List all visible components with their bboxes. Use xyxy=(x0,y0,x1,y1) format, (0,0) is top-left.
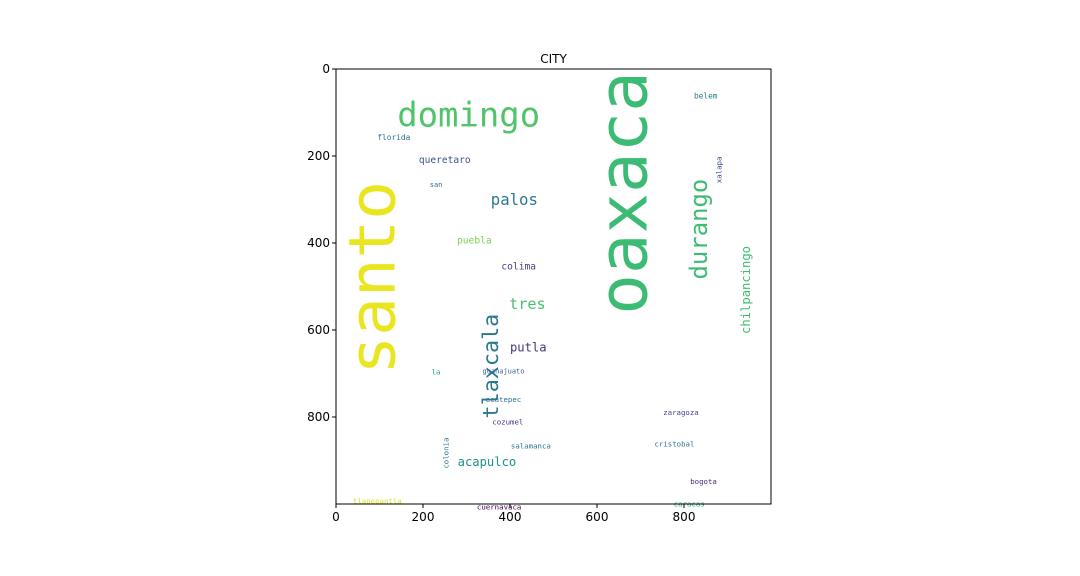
word-putla: putla xyxy=(510,340,547,354)
word-domingo: domingo xyxy=(397,96,540,135)
y-tick-label: 0 xyxy=(322,62,330,76)
word-queretaro: queretaro xyxy=(419,155,471,166)
word-salamanca: salamanca xyxy=(511,442,551,451)
word-bogota: bogota xyxy=(690,477,717,486)
word-cuernavaca: cuernavaca xyxy=(477,503,521,512)
word-chilpancingo: chilpancingo xyxy=(739,246,753,334)
y-tick-label: 800 xyxy=(307,410,330,424)
word-florida: florida xyxy=(377,133,410,142)
x-tick-label: 600 xyxy=(586,510,609,524)
word-zaragoza: zaragoza xyxy=(663,408,699,417)
word-tres: tres xyxy=(509,295,546,313)
word-puebla: puebla xyxy=(457,235,492,246)
word-cristobal: cristobal xyxy=(654,439,694,448)
word-cozumel: cozumel xyxy=(492,418,523,427)
y-tick-label: 600 xyxy=(307,323,330,337)
word-ecatepec: ecatepec xyxy=(486,395,522,404)
plot-frame xyxy=(335,68,772,505)
y-axis: 0 200 400 600 800 xyxy=(307,62,336,424)
word-belem: belem xyxy=(694,91,718,100)
x-axis: 0 200 400 600 800 xyxy=(332,504,695,524)
x-tick-label: 400 xyxy=(499,510,522,524)
word-san: san xyxy=(430,181,443,189)
word-santo: santo xyxy=(335,181,410,375)
word-tlaxcala: tlaxcala xyxy=(479,314,504,419)
word-xalapa: xalapa xyxy=(714,157,723,184)
x-tick-label: 0 xyxy=(332,510,340,524)
word-colima: colima xyxy=(501,261,536,272)
chart-title: CITY xyxy=(540,52,567,66)
y-tick-label: 400 xyxy=(307,236,330,250)
word-la: la xyxy=(432,367,441,376)
word-oaxaca: oaxaca xyxy=(584,71,663,315)
word-layer: santo oaxaca domingo durango tlaxcala palos tr… xyxy=(335,71,753,511)
x-tick-label: 800 xyxy=(673,510,696,524)
y-tick-label: 200 xyxy=(307,149,330,163)
word-tlanepantla: tlanepantla xyxy=(353,496,402,505)
word-colonia: colonia xyxy=(442,438,451,469)
word-durango: durango xyxy=(685,179,713,280)
word-guanajuato: guanajuato xyxy=(483,367,525,375)
word-palos: palos xyxy=(491,190,538,209)
word-acapulco: acapulco xyxy=(458,455,517,469)
x-tick-label: 200 xyxy=(412,510,435,524)
